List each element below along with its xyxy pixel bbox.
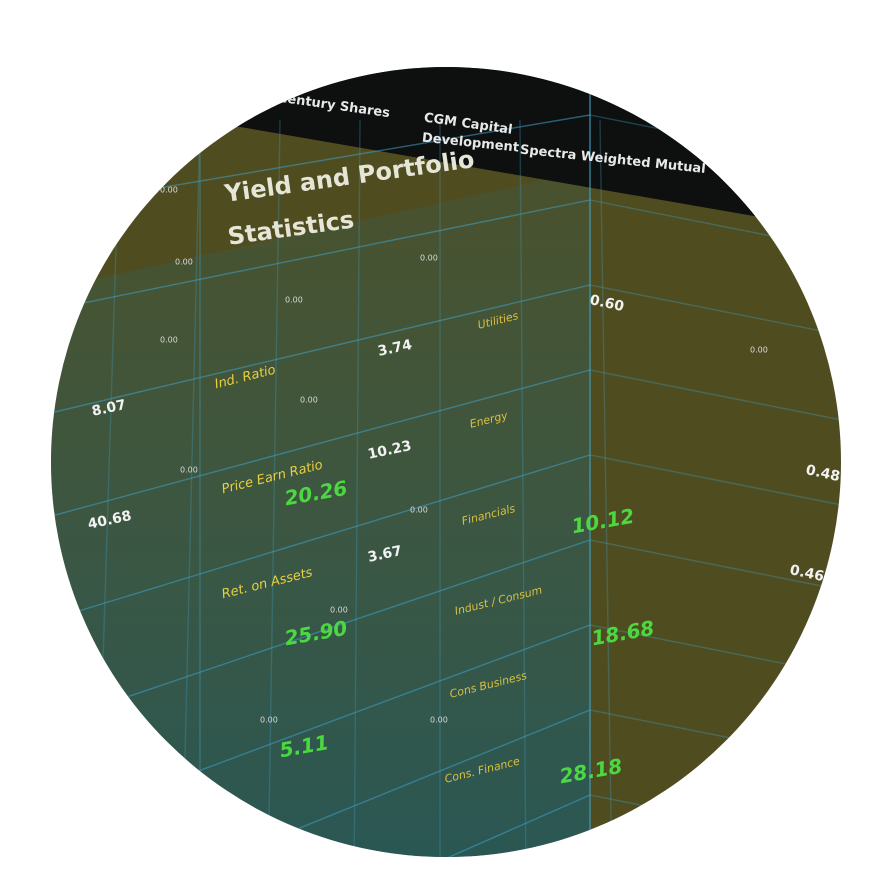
value-label: 3.67 — [366, 543, 403, 566]
value-label: 0.46 — [788, 562, 825, 585]
value-label: 0.60 — [588, 292, 625, 315]
grid — [0, 67, 892, 884]
grid-line — [51, 199, 591, 321]
grid-line — [589, 454, 841, 516]
small-label: 0.00 — [180, 466, 198, 475]
small-label: 0.00 — [330, 606, 348, 615]
grid-line — [519, 119, 527, 857]
grid-line — [589, 67, 841, 91]
teal-plane — [51, 170, 590, 857]
small-label: 0.00 — [160, 336, 178, 345]
grid-line — [589, 369, 841, 431]
grid-line — [0, 880, 590, 884]
small-label: 0.00 — [160, 186, 178, 195]
grid-line — [267, 119, 281, 857]
small-labels: 0.00 0.00 0.00 0.00 0.00 0.00 0.00 0.00 0.00 0.00… — [160, 186, 768, 725]
grid-line — [589, 624, 841, 686]
grid-line — [599, 119, 613, 857]
grid-line — [589, 284, 841, 346]
grid-line — [10, 120, 40, 884]
grid-line — [590, 880, 892, 884]
grid-line — [353, 119, 361, 857]
value-label: 3.74 — [376, 337, 413, 360]
grid-line — [51, 454, 591, 636]
small-label: 0.00 — [410, 506, 428, 515]
value-label: 0.48 — [804, 462, 841, 485]
small-label: 0.00 — [300, 396, 318, 405]
grid-line — [589, 539, 841, 601]
small-label: 0.00 — [430, 716, 448, 725]
small-label: 0.00 — [175, 258, 193, 267]
grid-line — [589, 199, 841, 261]
value-label: 8.07 — [90, 397, 127, 420]
grid-line — [51, 794, 591, 857]
small-label: 0.00 — [750, 346, 768, 355]
small-label: 0.00 — [420, 254, 438, 263]
small-label: 0.00 — [260, 716, 278, 725]
grid-line — [51, 369, 591, 531]
sky — [51, 67, 841, 240]
small-label: 0.00 — [285, 296, 303, 305]
grid-line — [589, 794, 841, 856]
grid-line — [51, 284, 591, 426]
grid-line — [181, 119, 201, 857]
